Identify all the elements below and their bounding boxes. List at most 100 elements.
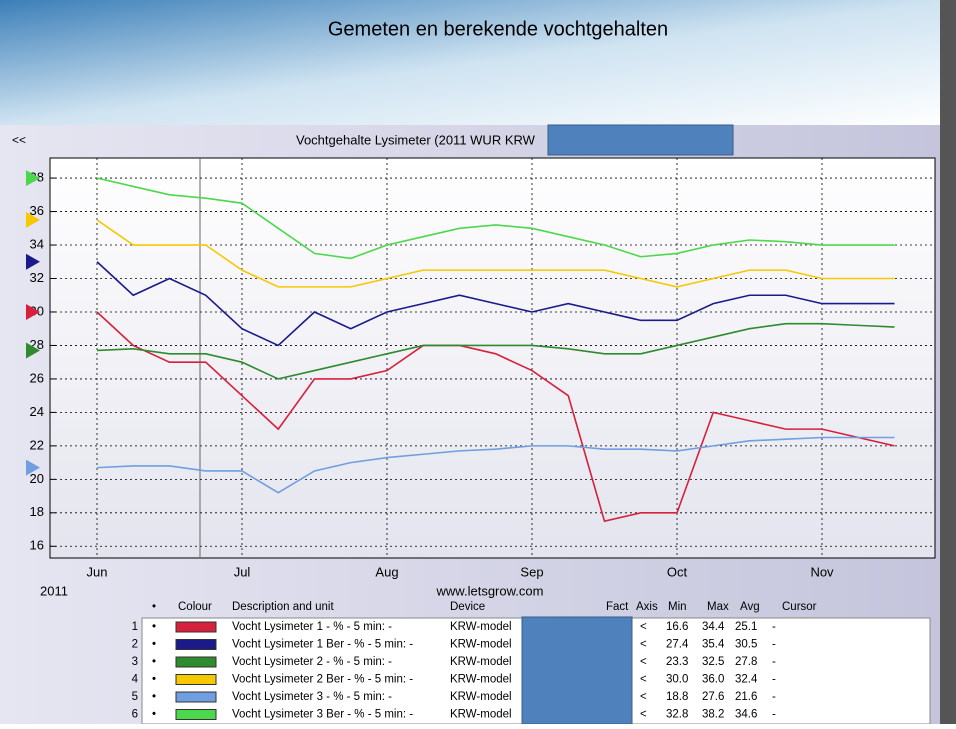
colour-swatch: [175, 691, 217, 703]
colour-swatch: [175, 621, 217, 633]
y-tick-label: 36: [30, 203, 44, 218]
row-device: KRW-model: [450, 709, 512, 721]
row-bullet: •: [152, 656, 156, 668]
row-min: 27.4: [666, 639, 689, 651]
level-marker: [26, 459, 40, 476]
row-cursor: -: [772, 691, 776, 703]
series-name: Vocht Lysimeter 2 Ber - % - 5 min: -: [232, 674, 413, 686]
level-marker: [26, 170, 40, 187]
series-name: Vocht Lysimeter 3 Ber - % - 5 min: -: [232, 709, 413, 721]
row-axis: <: [640, 674, 647, 686]
level-marker: [26, 253, 40, 270]
x-tick-label: Oct: [667, 564, 688, 579]
x-tick-label: Aug: [375, 564, 398, 579]
table-header: Max: [707, 601, 729, 613]
row-device: KRW-model: [450, 674, 512, 686]
level-marker: [26, 342, 40, 359]
table-header: Cursor: [782, 601, 817, 613]
table-header: Fact: [606, 601, 629, 613]
row-cursor: -: [772, 639, 776, 651]
table-header: Description and unit: [232, 601, 334, 613]
row-index: 4: [132, 674, 139, 686]
row-index: 5: [132, 691, 138, 703]
row-min: 30.0: [666, 674, 688, 686]
y-tick-label: 22: [30, 437, 44, 452]
y-tick-label: 16: [30, 538, 44, 553]
y-tick-label: 26: [30, 370, 44, 385]
series-line: [96, 311, 895, 523]
table-header: Min: [668, 601, 687, 613]
row-max: 34.4: [702, 621, 725, 633]
series-line: [96, 436, 895, 494]
table-header: Device: [450, 601, 485, 613]
row-device: KRW-model: [450, 621, 512, 633]
colour-swatch: [175, 674, 217, 685]
redaction: [547, 124, 734, 156]
series-name: Vocht Lysimeter 2 - % - 5 min: -: [232, 656, 392, 668]
x-tick-label: Nov: [810, 564, 834, 579]
row-min: 18.8: [666, 691, 688, 703]
series-line: [96, 322, 895, 380]
row-device: KRW-model: [450, 691, 512, 703]
x-tick-label: Jul: [234, 564, 251, 579]
row-axis: <: [640, 621, 647, 633]
row-bullet: •: [152, 621, 156, 633]
x-tick-label: Jun: [87, 564, 108, 579]
row-min: 16.6: [666, 621, 688, 633]
x-tick-label: Sep: [520, 564, 543, 579]
table-header: Colour: [178, 601, 212, 613]
row-axis: <: [640, 709, 647, 721]
row-min: 32.8: [666, 709, 688, 721]
row-index: 6: [132, 709, 138, 721]
row-min: 23.3: [666, 656, 688, 668]
series-line: [96, 261, 895, 347]
series-name: Vocht Lysimeter 1 - % - 5 min: -: [232, 621, 392, 633]
row-avg: 25.1: [735, 621, 757, 633]
level-marker: [26, 303, 40, 320]
year-label: 2011: [40, 583, 68, 598]
slide-border: [940, 0, 956, 724]
row-device: KRW-model: [450, 639, 512, 651]
row-device: KRW-model: [450, 656, 512, 668]
y-tick-label: 32: [30, 270, 44, 285]
row-index: 2: [132, 639, 138, 651]
row-avg: 32.4: [735, 674, 758, 686]
colour-swatch: [175, 656, 217, 668]
row-cursor: -: [772, 656, 776, 668]
row-avg: 21.6: [735, 691, 757, 703]
table-header: Axis: [636, 601, 658, 613]
y-tick-label: 34: [30, 236, 44, 251]
y-tick-label: 24: [30, 404, 44, 419]
nav-button[interactable]: <<: [12, 133, 26, 147]
y-tick-label: 20: [30, 471, 44, 486]
row-avg: 34.6: [735, 709, 757, 721]
row-bullet: •: [152, 674, 156, 686]
row-bullet: •: [152, 639, 156, 651]
chart-title: Vochtgehalte Lysimeter (2011 WUR KRW: [296, 132, 536, 147]
row-max: 27.6: [702, 691, 724, 703]
redaction: [521, 616, 633, 725]
series-line: [96, 219, 895, 288]
series-name: Vocht Lysimeter 3 - % - 5 min: -: [232, 691, 392, 703]
row-index: 1: [132, 621, 138, 633]
row-cursor: -: [772, 674, 776, 686]
row-bullet: •: [152, 709, 156, 721]
row-max: 36.0: [702, 674, 724, 686]
row-max: 32.5: [702, 656, 724, 668]
row-index: 3: [132, 656, 138, 668]
colour-swatch: [175, 709, 217, 720]
row-max: 38.2: [702, 709, 724, 721]
row-max: 35.4: [702, 639, 725, 651]
row-axis: <: [640, 656, 647, 668]
row-cursor: -: [772, 709, 776, 721]
plot-area: [49, 157, 936, 559]
row-axis: <: [640, 691, 647, 703]
slide-header: [0, 0, 956, 125]
colour-swatch: [175, 639, 217, 650]
row-cursor: -: [772, 621, 776, 633]
slide-title: Gemeten en berekende vochtgehalten: [328, 18, 668, 40]
table-header: Avg: [740, 601, 760, 613]
source: www.letsgrow.com: [436, 583, 544, 598]
series-line: [96, 177, 895, 260]
